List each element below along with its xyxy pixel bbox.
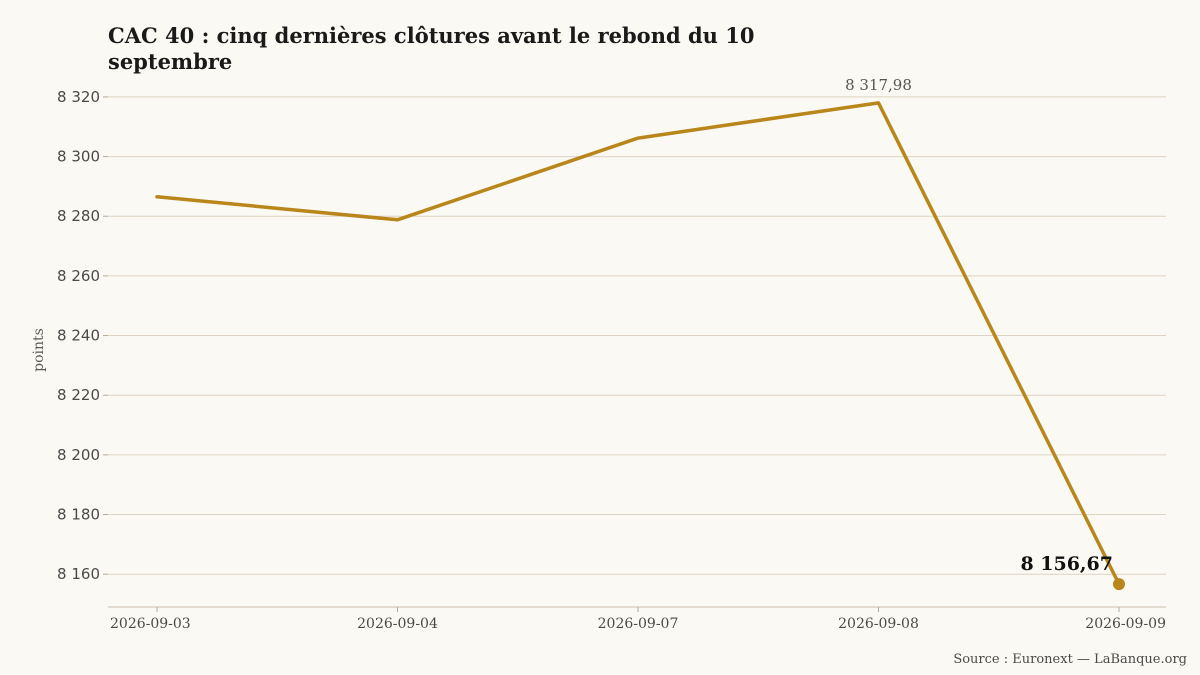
x-tick-label: 2026-09-09	[1085, 616, 1166, 632]
y-tick-label: 8 160	[57, 565, 100, 583]
y-axis-ticks: 8 160 8 180 8 200 8 220 8 240 8 260 8 280 8 300…	[57, 88, 108, 583]
max-value-annotation: 8 317,98	[845, 76, 912, 94]
y-axis-label: points	[31, 328, 47, 372]
y-tick-label: 8 260	[57, 267, 100, 285]
y-tick-label: 8 220	[57, 386, 100, 404]
last-data-point	[1113, 578, 1125, 591]
source-note: Source : Euronext — LaBanque.org	[953, 652, 1187, 667]
data-points	[1113, 578, 1125, 591]
x-axis-ticks: 2026-09-03 2026-09-04 2026-09-07 2026-09-08…	[110, 607, 1166, 632]
y-tick-label: 8 280	[57, 207, 100, 225]
x-tick-label: 2026-09-08	[838, 616, 919, 632]
grid-lines	[108, 96, 1166, 575]
y-tick-label: 8 240	[57, 327, 100, 345]
chart-title: CAC 40 : cinq dernières clôtures avant l…	[108, 23, 755, 74]
y-tick-label: 8 200	[57, 446, 100, 464]
last-value-annotation: 8 156,67	[1020, 553, 1113, 575]
y-tick-label: 8 300	[57, 148, 100, 166]
x-tick-label: 2026-09-04	[357, 616, 438, 632]
y-tick-label: 8 180	[57, 506, 100, 524]
series-line	[155, 101, 1121, 586]
x-tick-label: 2026-09-03	[110, 616, 191, 632]
x-tick-label: 2026-09-07	[598, 616, 679, 632]
y-tick-label: 8 320	[57, 88, 100, 106]
